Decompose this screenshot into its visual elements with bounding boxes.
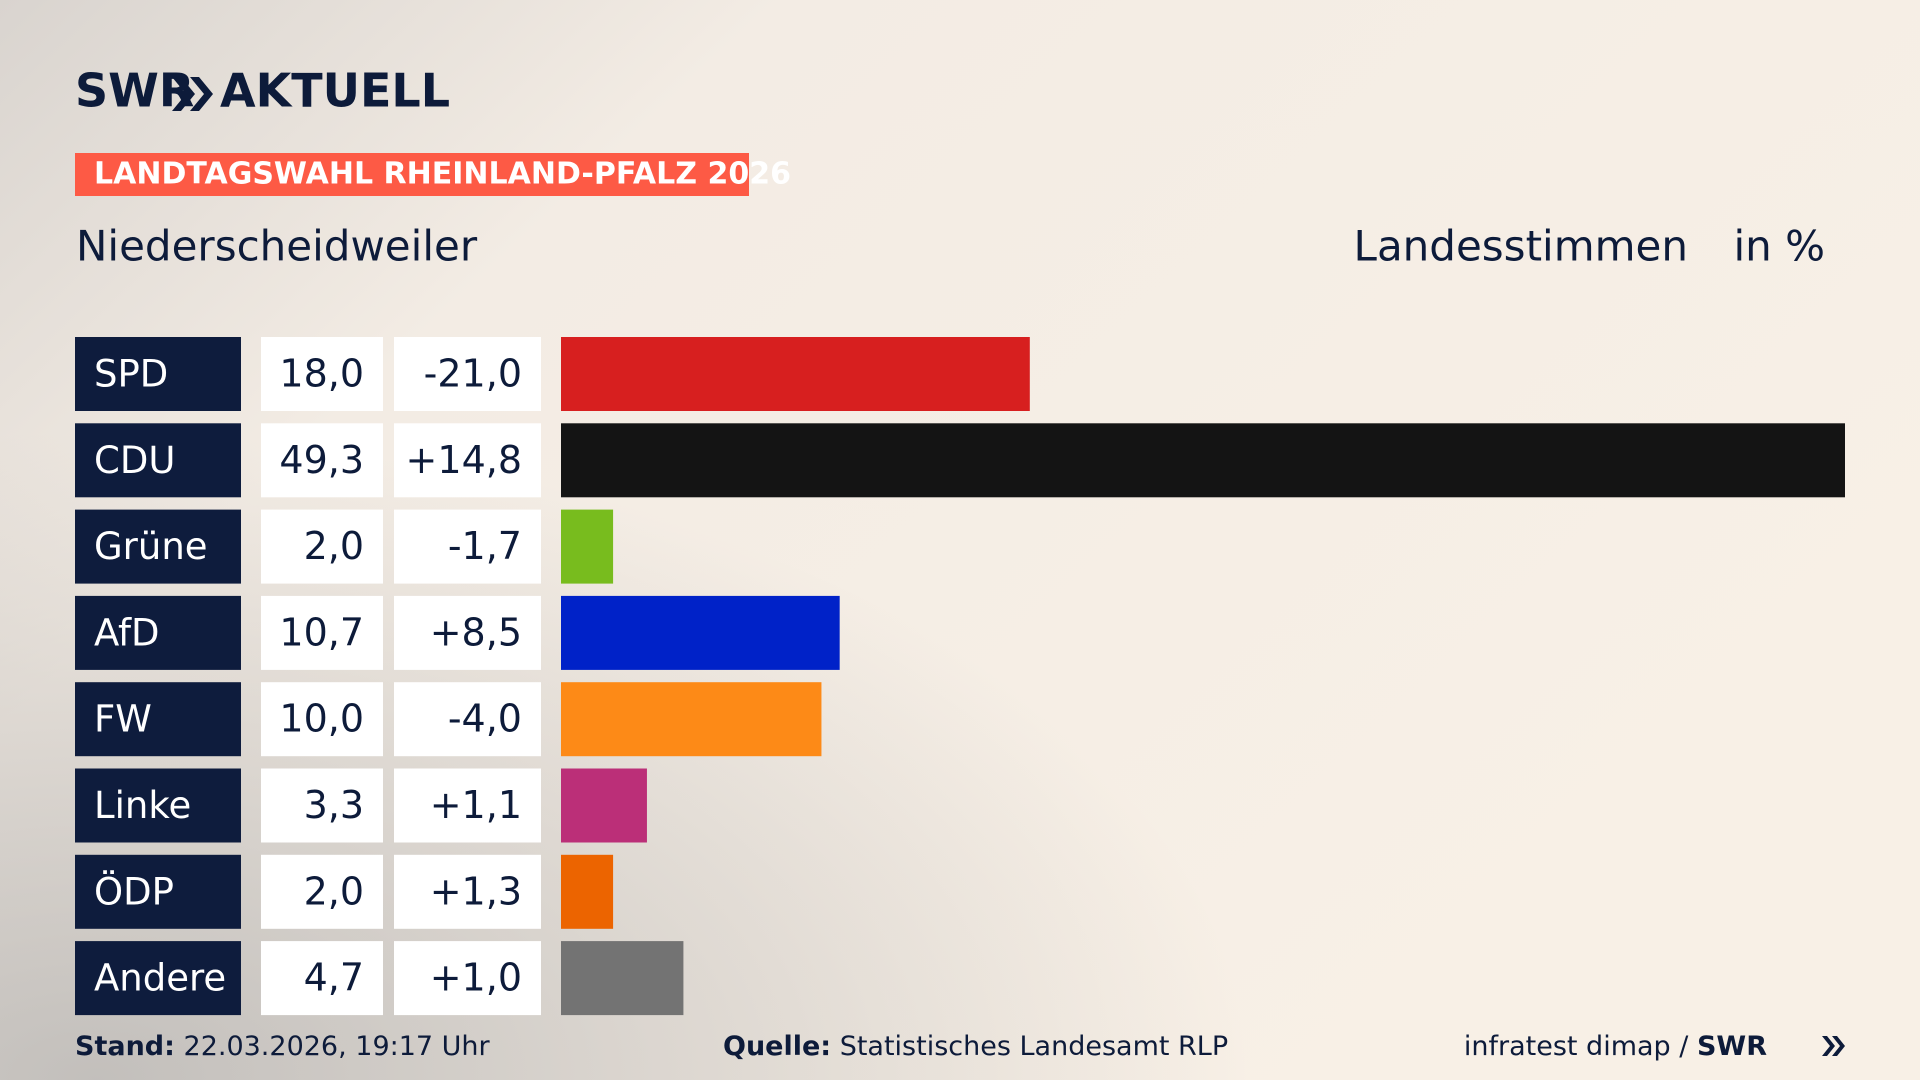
bar	[561, 337, 1030, 411]
rows: SPD 18,0 -21,0 CDU 49,3 +14,8 Grüne 2,0 -1,7 AfD 1…	[75, 337, 1845, 1016]
credit: infratest dimap /	[1464, 1031, 1689, 1062]
change-label: -1,7	[448, 524, 522, 568]
value-box	[261, 854, 383, 929]
change-label: +14,8	[406, 438, 522, 482]
party-box	[75, 509, 241, 584]
value-label: 49,3	[279, 438, 364, 482]
change-label: -4,0	[448, 697, 522, 741]
party-label: Grüne	[94, 525, 208, 568]
value-box	[261, 337, 383, 411]
source-label: Quelle:	[723, 1031, 831, 1062]
change-label: +1,0	[430, 956, 522, 1000]
party-box	[75, 337, 241, 411]
measure: Landesstimmen	[1354, 222, 1688, 271]
party-label: CDU	[94, 439, 175, 482]
bar	[561, 423, 1845, 498]
chart-title: Niederscheidweiler	[76, 222, 478, 271]
value-box	[261, 941, 383, 1016]
change-box	[394, 423, 541, 498]
banner-box	[75, 153, 749, 196]
bar	[561, 941, 684, 1016]
value-label: 18,0	[279, 352, 364, 396]
change-label: +1,3	[430, 869, 522, 913]
credit-brand: SWR	[1697, 1031, 1767, 1062]
value-label: 3,3	[304, 783, 364, 827]
unit: in %	[1733, 222, 1825, 271]
change-box	[394, 337, 541, 411]
value-box	[261, 595, 383, 670]
bar	[561, 768, 647, 843]
party-box	[75, 854, 241, 929]
bar	[561, 854, 614, 929]
credit-chevrons	[1822, 1036, 1845, 1056]
source: Statistisches Landesamt RLP	[840, 1031, 1228, 1062]
party-label: ÖDP	[94, 870, 174, 913]
value-box	[261, 682, 383, 757]
value-label: 2,0	[304, 869, 364, 913]
party-label: AfD	[94, 611, 160, 654]
party-box	[75, 423, 241, 498]
value-box	[261, 509, 383, 584]
banner: LANDTAGSWAHL RHEINLAND-PFALZ 2026	[94, 157, 791, 192]
change-box	[394, 509, 541, 584]
footer-source: Quelle: Statistisches Landesamt RLP	[723, 1031, 1228, 1062]
party-box	[75, 941, 241, 1016]
change-box	[394, 768, 541, 843]
party-label: FW	[94, 698, 152, 741]
party-box	[75, 768, 241, 843]
change-box	[394, 941, 541, 1016]
value-label: 10,0	[279, 697, 364, 741]
party-box	[75, 595, 241, 670]
footer-stand: Stand: 22.03.2026, 19:17 Uhr	[75, 1031, 491, 1062]
party-label: Linke	[94, 784, 191, 827]
value-label: 4,7	[304, 956, 364, 1000]
change-box	[394, 595, 541, 670]
party-box	[75, 682, 241, 757]
value-box	[261, 768, 383, 843]
change-box	[394, 854, 541, 929]
party-label: SPD	[94, 353, 168, 396]
change-label: -21,0	[424, 352, 522, 396]
change-box	[394, 682, 541, 757]
bar	[561, 682, 822, 757]
bar	[561, 509, 614, 584]
value-label: 2,0	[304, 524, 364, 568]
brand-section: AKTUELL	[220, 64, 450, 118]
footer-credit: infratest dimap / SWR	[1464, 1031, 1767, 1062]
change-label: +8,5	[430, 610, 522, 654]
stand-label: Stand:	[75, 1031, 175, 1062]
stand: 22.03.2026, 19:17 Uhr	[184, 1031, 491, 1062]
value-label: 10,7	[279, 610, 364, 654]
value-box	[261, 423, 383, 498]
brand-chevrons	[172, 77, 213, 111]
change-label: +1,1	[430, 783, 522, 827]
bar	[561, 595, 840, 670]
party-label: Andere	[94, 957, 226, 1000]
